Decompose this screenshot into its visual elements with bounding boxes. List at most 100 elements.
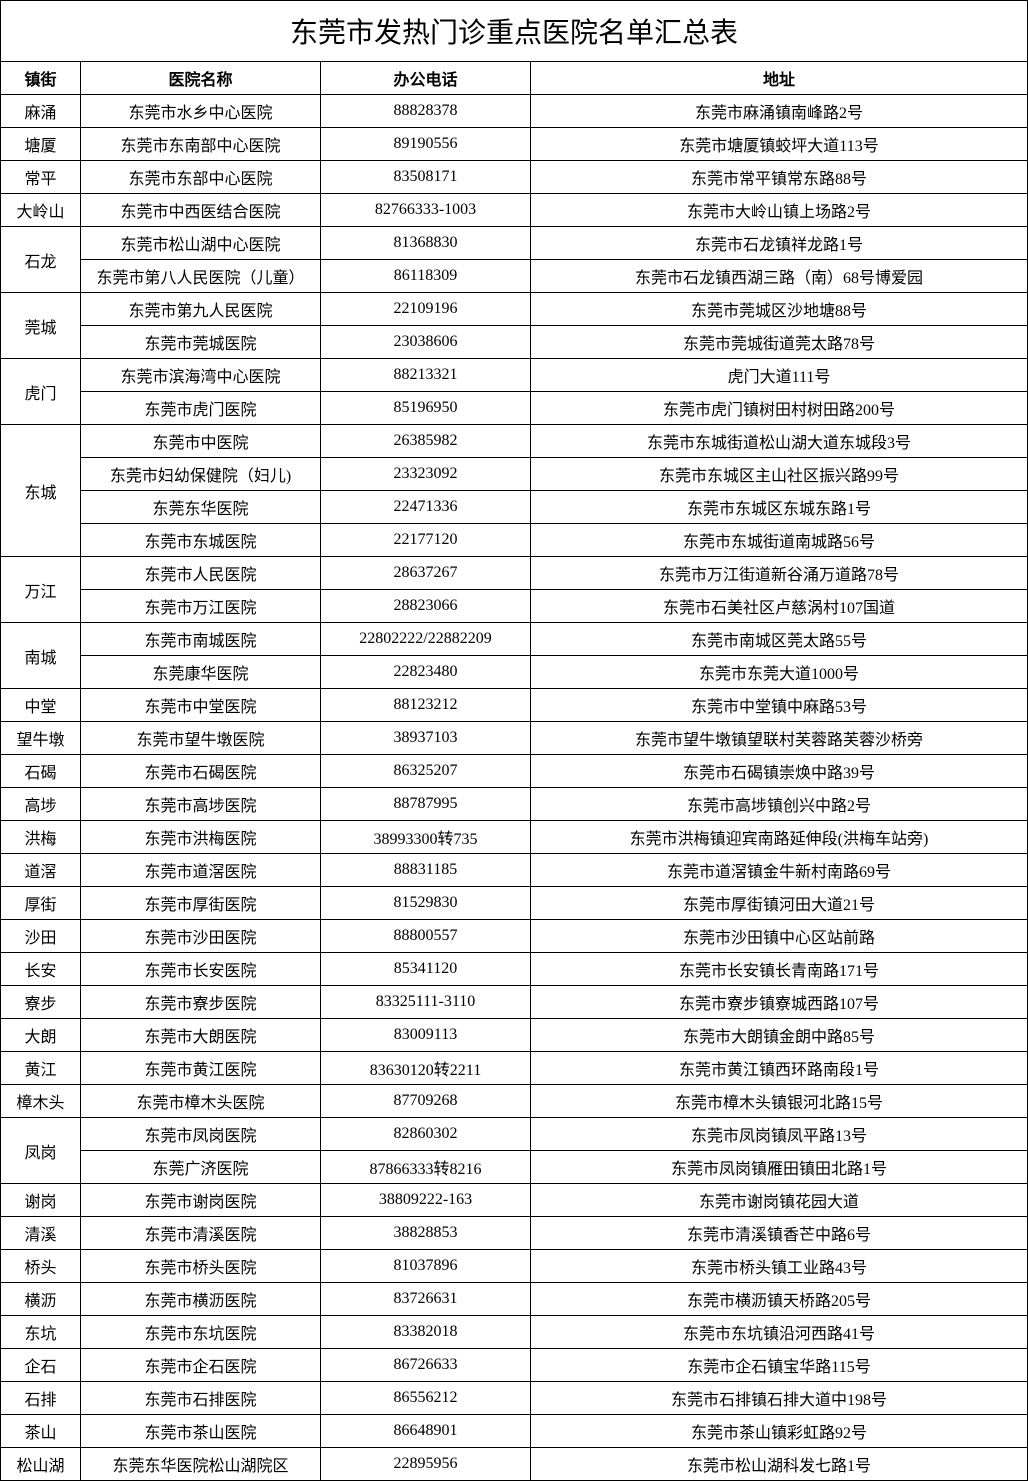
cell-phone: 23038606 (321, 326, 531, 359)
cell-hospital: 东莞广济医院 (81, 1151, 321, 1184)
cell-address: 东莞市万江街道新谷涌万道路78号 (531, 557, 1028, 590)
cell-phone: 83382018 (321, 1316, 531, 1349)
cell-address: 东莞市莞城街道莞太路78号 (531, 326, 1028, 359)
cell-town: 洪梅 (1, 821, 81, 854)
cell-phone: 88123212 (321, 689, 531, 722)
cell-phone: 88787995 (321, 788, 531, 821)
cell-hospital: 东莞市寮步医院 (81, 986, 321, 1019)
cell-phone: 86118309 (321, 260, 531, 293)
cell-town: 望牛墩 (1, 722, 81, 755)
table-row: 石碣东莞市石碣医院86325207东莞市石碣镇崇焕中路39号 (1, 755, 1028, 788)
cell-phone: 28823066 (321, 590, 531, 623)
cell-hospital: 东莞市妇幼保健院（妇儿) (81, 458, 321, 491)
cell-address: 东莞市高埗镇创兴中路2号 (531, 788, 1028, 821)
table-row: 茶山东莞市茶山医院86648901东莞市茶山镇彩虹路92号 (1, 1415, 1028, 1448)
cell-phone: 83325111-3110 (321, 986, 531, 1019)
cell-phone: 83726631 (321, 1283, 531, 1316)
cell-hospital: 东莞市石碣医院 (81, 755, 321, 788)
cell-address: 东莞市谢岗镇花园大道 (531, 1184, 1028, 1217)
cell-phone: 38937103 (321, 722, 531, 755)
table-row: 厚街东莞市厚街医院81529830东莞市厚街镇河田大道21号 (1, 887, 1028, 920)
cell-hospital: 东莞市厚街医院 (81, 887, 321, 920)
table-row: 东坑东莞市东坑医院83382018东莞市东坑镇沿河西路41号 (1, 1316, 1028, 1349)
cell-phone: 85196950 (321, 392, 531, 425)
table-row: 万江东莞市人民医院28637267东莞市万江街道新谷涌万道路78号 (1, 557, 1028, 590)
cell-hospital: 东莞市长安医院 (81, 953, 321, 986)
cell-phone: 23323092 (321, 458, 531, 491)
table-row: 石排东莞市石排医院86556212东莞市石排镇石排大道中198号 (1, 1382, 1028, 1415)
cell-address: 东莞市麻涌镇南峰路2号 (531, 95, 1028, 128)
table-header-row: 镇街 医院名称 办公电话 地址 (1, 62, 1028, 95)
cell-hospital: 东莞市虎门医院 (81, 392, 321, 425)
document-title: 东莞市发热门诊重点医院名单汇总表 (0, 0, 1028, 61)
cell-town: 莞城 (1, 293, 81, 359)
cell-phone: 22823480 (321, 656, 531, 689)
cell-town: 塘厦 (1, 128, 81, 161)
cell-hospital: 东莞市洪梅医院 (81, 821, 321, 854)
cell-hospital: 东莞市清溪医院 (81, 1217, 321, 1250)
cell-hospital: 东莞市桥头医院 (81, 1250, 321, 1283)
cell-address: 东莞市大岭山镇上场路2号 (531, 194, 1028, 227)
cell-address: 东莞市茶山镇彩虹路92号 (531, 1415, 1028, 1448)
table-row: 东城东莞市中医院26385982东莞市东城街道松山湖大道东城段3号 (1, 425, 1028, 458)
cell-town: 万江 (1, 557, 81, 623)
table-row: 南城东莞市南城医院22802222/22882209东莞市南城区莞太路55号 (1, 623, 1028, 656)
cell-hospital: 东莞市中西医结合医院 (81, 194, 321, 227)
table-row: 凤岗东莞市凤岗医院82860302东莞市凤岗镇凤平路13号 (1, 1118, 1028, 1151)
table-row: 东莞市虎门医院85196950东莞市虎门镇树田村树田路200号 (1, 392, 1028, 425)
table-row: 大岭山东莞市中西医结合医院82766333-1003东莞市大岭山镇上场路2号 (1, 194, 1028, 227)
cell-address: 东莞市洪梅镇迎宾南路延伸段(洪梅车站旁) (531, 821, 1028, 854)
cell-phone: 88800557 (321, 920, 531, 953)
cell-town: 企石 (1, 1349, 81, 1382)
cell-town: 石碣 (1, 755, 81, 788)
table-row: 长安东莞市长安医院85341120东莞市长安镇长青南路171号 (1, 953, 1028, 986)
cell-hospital: 东莞市沙田医院 (81, 920, 321, 953)
cell-address: 东莞市厚街镇河田大道21号 (531, 887, 1028, 920)
cell-hospital: 东莞东华医院松山湖院区 (81, 1448, 321, 1481)
cell-town: 东坑 (1, 1316, 81, 1349)
cell-hospital: 东莞市谢岗医院 (81, 1184, 321, 1217)
table-row: 道滘东莞市道滘医院88831185东莞市道滘镇金牛新村南路69号 (1, 854, 1028, 887)
cell-town: 厚街 (1, 887, 81, 920)
table-row: 清溪东莞市清溪医院38828853东莞市清溪镇香芒中路6号 (1, 1217, 1028, 1250)
cell-address: 东莞市黄江镇西环路南段1号 (531, 1052, 1028, 1085)
cell-address: 东莞市东城区主山社区振兴路99号 (531, 458, 1028, 491)
cell-town: 道滘 (1, 854, 81, 887)
cell-town: 清溪 (1, 1217, 81, 1250)
cell-phone: 38993300转735 (321, 821, 531, 854)
header-address: 地址 (531, 62, 1028, 95)
table-row: 东莞康华医院22823480东莞市东莞大道1000号 (1, 656, 1028, 689)
cell-hospital: 东莞市凤岗医院 (81, 1118, 321, 1151)
cell-address: 东莞市寮步镇寮城西路107号 (531, 986, 1028, 1019)
cell-address: 东莞市东坑镇沿河西路41号 (531, 1316, 1028, 1349)
table-row: 高埗东莞市高埗医院88787995东莞市高埗镇创兴中路2号 (1, 788, 1028, 821)
cell-phone: 86648901 (321, 1415, 531, 1448)
cell-town: 麻涌 (1, 95, 81, 128)
cell-address: 东莞市凤岗镇雁田镇田北路1号 (531, 1151, 1028, 1184)
cell-phone: 82860302 (321, 1118, 531, 1151)
cell-address: 东莞市大朗镇金朗中路85号 (531, 1019, 1028, 1052)
cell-address: 东莞市东莞大道1000号 (531, 656, 1028, 689)
cell-address: 虎门大道111号 (531, 359, 1028, 392)
cell-address: 东莞市莞城区沙地塘88号 (531, 293, 1028, 326)
cell-hospital: 东莞市黄江医院 (81, 1052, 321, 1085)
header-town: 镇街 (1, 62, 81, 95)
cell-address: 东莞市道滘镇金牛新村南路69号 (531, 854, 1028, 887)
cell-hospital: 东莞市东坑医院 (81, 1316, 321, 1349)
cell-hospital: 东莞市松山湖中心医院 (81, 227, 321, 260)
cell-hospital: 东莞市樟木头医院 (81, 1085, 321, 1118)
cell-town: 石排 (1, 1382, 81, 1415)
cell-phone: 88213321 (321, 359, 531, 392)
cell-address: 东莞市石碣镇崇焕中路39号 (531, 755, 1028, 788)
table-row: 东莞市莞城医院23038606东莞市莞城街道莞太路78号 (1, 326, 1028, 359)
table-row: 谢岗东莞市谢岗医院38809222-163东莞市谢岗镇花园大道 (1, 1184, 1028, 1217)
cell-town: 茶山 (1, 1415, 81, 1448)
cell-phone: 88828378 (321, 95, 531, 128)
cell-town: 高埗 (1, 788, 81, 821)
cell-hospital: 东莞市东南部中心医院 (81, 128, 321, 161)
cell-phone: 87866333转8216 (321, 1151, 531, 1184)
cell-address: 东莞市长安镇长青南路171号 (531, 953, 1028, 986)
table-row: 东莞市妇幼保健院（妇儿)23323092东莞市东城区主山社区振兴路99号 (1, 458, 1028, 491)
cell-address: 东莞市石美社区卢慈涡村107国道 (531, 590, 1028, 623)
cell-address: 东莞市虎门镇树田村树田路200号 (531, 392, 1028, 425)
